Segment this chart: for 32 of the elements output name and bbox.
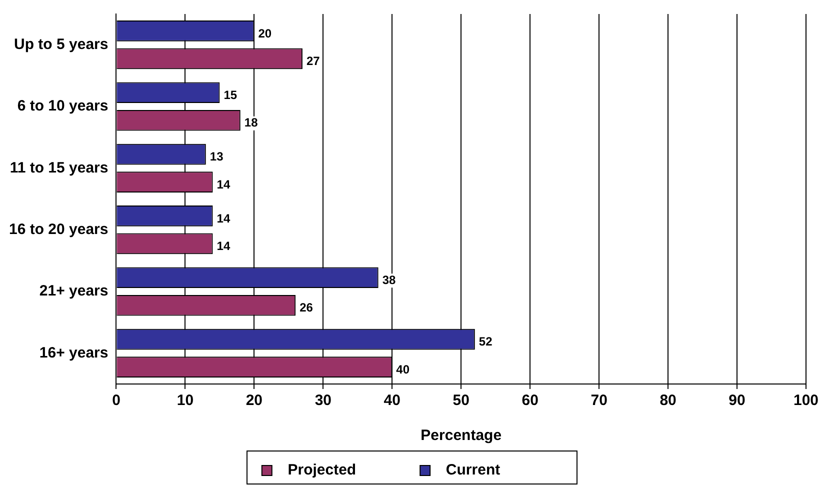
data-label: 14	[216, 177, 230, 192]
x-axis-title: Percentage	[420, 427, 502, 444]
x-tick-label: 100	[793, 392, 819, 410]
data-label: 52	[478, 334, 493, 349]
data-label: 26	[300, 300, 314, 315]
x-tick-label: 60	[522, 392, 538, 410]
y-tick-label: 11 to 15 years	[10, 159, 108, 176]
x-tick-label: 90	[728, 392, 746, 410]
x-tick-label: 0	[112, 392, 120, 410]
data-label: 14	[216, 211, 230, 226]
y-tick-label: 21+ years	[39, 282, 108, 300]
x-tick-label: 30	[314, 392, 332, 410]
x-tick-label: 50	[452, 392, 470, 410]
data-label: 40	[396, 362, 410, 376]
x-tick-label: 80	[660, 392, 676, 410]
x-tick-label: 70	[590, 392, 608, 410]
y-tick-label: 6 to 10 years	[17, 98, 108, 115]
y-tick-label: 16+ years	[39, 344, 108, 362]
legend-label: Projected	[279, 462, 406, 479]
x-tick-label: 10	[176, 392, 194, 410]
data-label: 15	[224, 88, 238, 102]
legend-label: Current	[438, 462, 550, 479]
data-label: 27	[306, 54, 320, 68]
data-label: 13	[210, 150, 224, 164]
data-label: 18	[244, 116, 258, 130]
x-tick-label: 20	[246, 392, 263, 410]
y-tick-label: 16 to 20 years	[8, 220, 108, 238]
data-label: 14	[216, 239, 230, 254]
y-tick-label: Up to 5 years	[14, 36, 108, 53]
data-label: 38	[382, 272, 396, 287]
x-tick-label: 40	[384, 392, 400, 410]
data-label: 20	[258, 26, 272, 40]
